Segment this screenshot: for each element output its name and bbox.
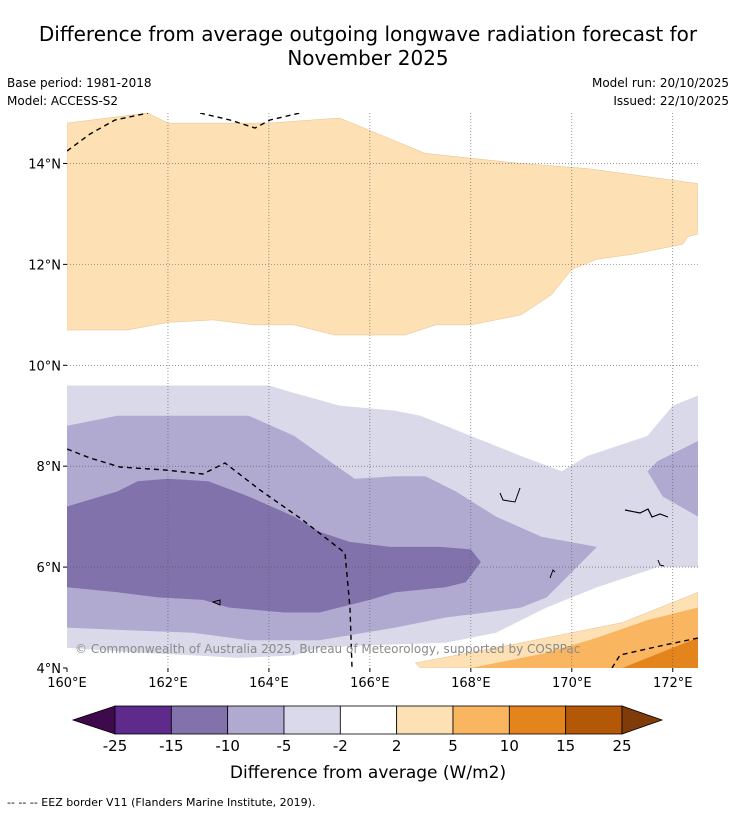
title-line-2: November 2025 xyxy=(287,46,449,70)
region-0 xyxy=(67,113,698,336)
colorbar-tick-3: -5 xyxy=(277,737,292,755)
colorbar-bin-5 xyxy=(396,705,454,735)
issued-date: Issued: 22/10/2025 xyxy=(613,94,729,108)
x-tick-label-2: 164°E xyxy=(249,676,289,691)
island-outline-3 xyxy=(211,599,221,606)
model-run: Model run: 20/10/2025 xyxy=(591,76,729,90)
eez-line-north xyxy=(67,113,149,152)
colorbar-bin-7 xyxy=(508,705,567,735)
y-tick-label-3: 10°N xyxy=(28,359,61,374)
eez-border xyxy=(67,113,698,668)
colorbar-bin-6 xyxy=(452,705,510,735)
colorbar-bin-1 xyxy=(170,705,229,735)
y-tick-label-1: 6°N xyxy=(37,561,62,576)
chart-title: Difference from average outgoing longwav… xyxy=(0,22,736,70)
meta-left: Base period: 1981-2018 Model: ACCESS-S2 xyxy=(7,74,152,110)
region-3 xyxy=(67,478,481,613)
x-axis: 160°E 162°E 164°E 166°E 168°E 170°E 172°E xyxy=(47,668,693,691)
island-outline xyxy=(624,508,669,518)
colorbar-bin-3 xyxy=(283,705,341,735)
colorbar-bin-8 xyxy=(565,705,623,735)
colorbar-tick-5: 2 xyxy=(392,737,402,755)
colorbar-bin-4 xyxy=(339,705,398,735)
title-line-1: Difference from average outgoing longwav… xyxy=(38,22,698,46)
y-tick-label-2: 8°N xyxy=(37,460,62,475)
colorbar-tick-7: 10 xyxy=(500,737,519,755)
meta-right: Model run: 20/10/2025 Issued: 22/10/2025 xyxy=(592,74,729,110)
colorbar-tick-9: 25 xyxy=(612,737,631,755)
region-4 xyxy=(647,441,698,517)
grid-lines xyxy=(67,113,698,668)
island-outline-4 xyxy=(549,569,556,579)
colorbar-bin-2 xyxy=(227,705,285,735)
y-tick-label-4: 12°N xyxy=(28,258,61,273)
x-tick-label-6: 172°E xyxy=(653,676,693,691)
colorbar-label: Difference from average (W/m2) xyxy=(230,763,506,783)
colorbar-tick-2: -10 xyxy=(215,737,240,755)
copyright-text: © Commonwealth of Australia 2025, Bureau… xyxy=(75,642,580,656)
colorbar-tick-8: 15 xyxy=(556,737,575,755)
x-tick-label-3: 166°E xyxy=(350,676,390,691)
colorbar: -25 -15 -10 -5 -2 2 5 10 15 25 xyxy=(71,705,664,755)
y-tick-label-0: 4°N xyxy=(37,662,62,677)
region-7 xyxy=(622,637,698,668)
x-tick-label-5: 170°E xyxy=(552,676,592,691)
region-6 xyxy=(470,607,698,668)
colorbar-bin-0 xyxy=(114,705,172,735)
colorbar-tick-0: -25 xyxy=(103,737,128,755)
eez-line-north-2 xyxy=(199,113,301,129)
x-tick-label-1: 162°E xyxy=(148,676,188,691)
y-axis: 4°N 6°N 8°N 10°N 12°N 14°N xyxy=(28,157,67,677)
x-tick-label-4: 168°E xyxy=(451,676,491,691)
contour-regions xyxy=(67,113,698,668)
model-name: Model: ACCESS-S2 xyxy=(7,94,119,108)
colorbar-extend-low xyxy=(71,705,116,735)
eez-line-main xyxy=(67,448,353,668)
colorbar-extend-high xyxy=(621,705,664,735)
eez-line-southeast xyxy=(611,637,698,668)
island-outline-5 xyxy=(657,559,665,567)
base-period: Base period: 1981-2018 xyxy=(7,76,152,90)
colorbar-tick-4: -2 xyxy=(333,737,348,755)
x-tick-label-0: 160°E xyxy=(47,676,87,691)
footnote: -- -- -- EEZ border V11 (Flanders Marine… xyxy=(7,796,316,809)
y-tick-label-5: 14°N xyxy=(28,157,61,172)
colorbar-tick-6: 5 xyxy=(448,737,458,755)
colorbar-tick-1: -15 xyxy=(159,737,184,755)
island-outline-2 xyxy=(499,487,521,503)
